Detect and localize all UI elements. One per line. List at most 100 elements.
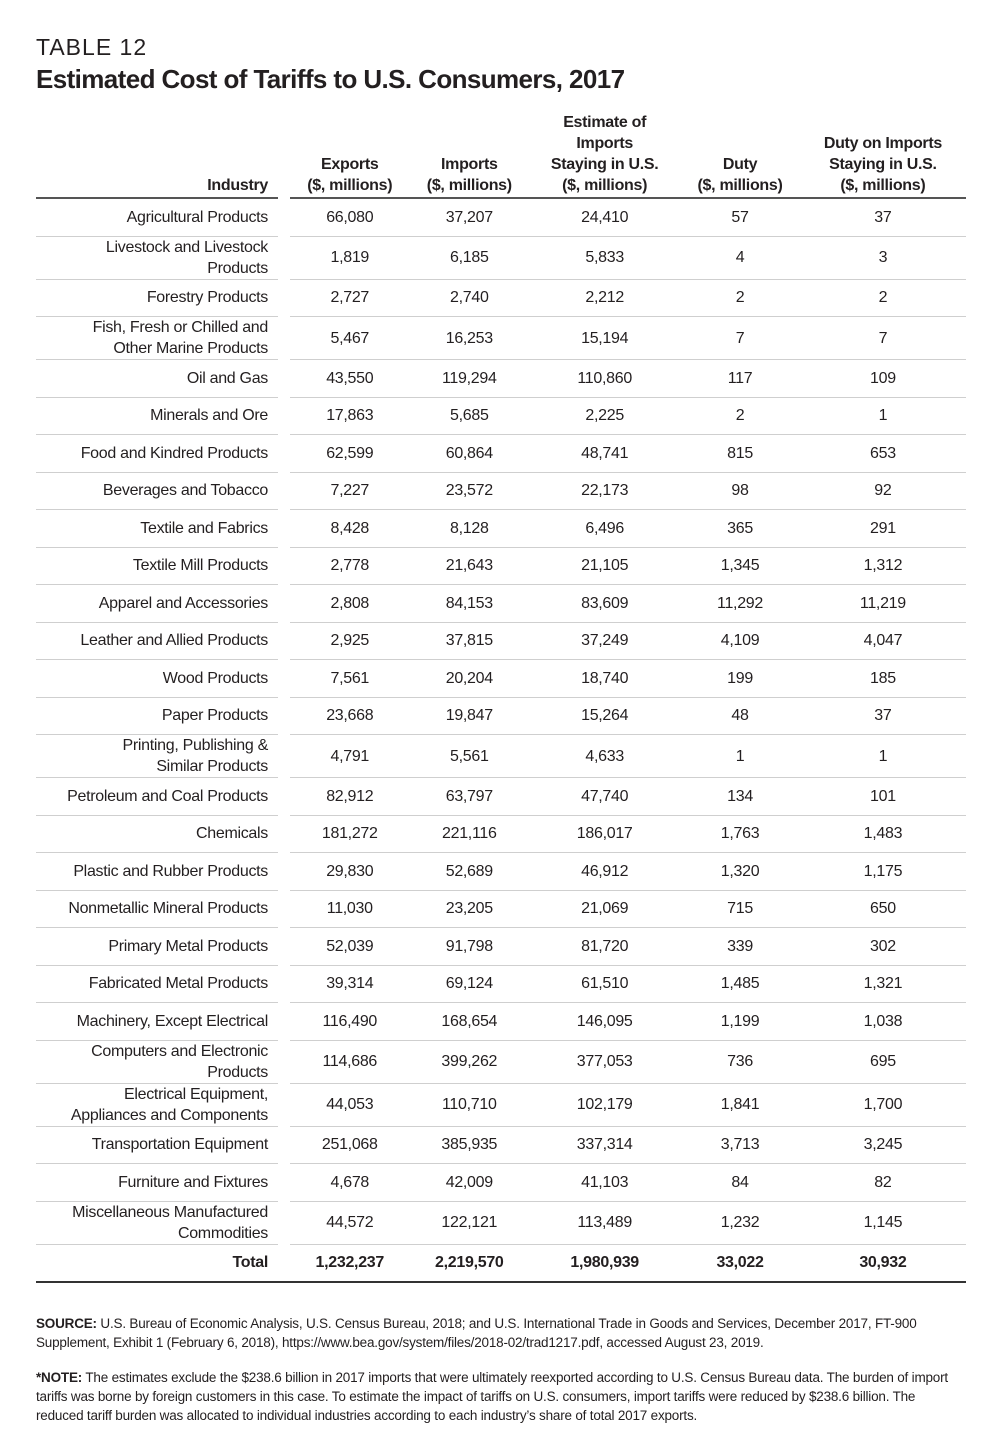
exports-cell: 181,272 bbox=[290, 816, 410, 853]
header-industry: Industry bbox=[36, 112, 278, 199]
table-row: Chemicals 181,272 221,116 186,017 1,763 1,483 bbox=[36, 816, 966, 853]
exports-cell: 43,550 bbox=[290, 360, 410, 398]
industry-cell: Oil and Gas bbox=[36, 360, 278, 398]
industry-cell: Printing, Publishing & Similar Products bbox=[36, 735, 278, 778]
table-row: Fish, Fresh or Chilled and Other Marine P… bbox=[36, 317, 966, 360]
duty-staying-cell: 37 bbox=[799, 199, 966, 237]
duty-staying-cell: 653 bbox=[799, 435, 966, 473]
imports-cell: 119,294 bbox=[409, 360, 530, 398]
table-row: Machinery, Except Electrical 116,490 168,6… bbox=[36, 1003, 966, 1041]
table-number: TABLE 12 bbox=[36, 34, 148, 60]
duty-cell: 2 bbox=[680, 398, 800, 435]
imports-staying-cell: 61,510 bbox=[529, 966, 681, 1003]
exports-cell: 1,819 bbox=[290, 237, 410, 280]
duty-staying-cell: 1,145 bbox=[799, 1202, 966, 1245]
table-row: Agricultural Products 66,080 37,207 24,410 5… bbox=[36, 199, 966, 237]
exports-cell: 2,808 bbox=[290, 585, 410, 623]
imports-cell: 37,815 bbox=[409, 623, 530, 660]
imports-staying-cell: 37,249 bbox=[529, 623, 681, 660]
duty-cell: 339 bbox=[680, 928, 800, 966]
imports-staying-cell: 4,633 bbox=[529, 735, 681, 778]
imports-cell: 5,561 bbox=[409, 735, 530, 778]
exports-cell: 2,925 bbox=[290, 623, 410, 660]
duty-cell: 199 bbox=[680, 660, 800, 698]
imports-cell: 19,847 bbox=[409, 698, 530, 735]
industry-cell: Apparel and Accessories bbox=[36, 585, 278, 623]
exports-cell: 52,039 bbox=[290, 928, 410, 966]
imports-staying-cell: 2,212 bbox=[529, 280, 681, 317]
duty-staying-cell: 1 bbox=[799, 735, 966, 778]
imports-cell: 122,121 bbox=[409, 1202, 530, 1245]
imports-staying-cell: 18,740 bbox=[529, 660, 681, 698]
table-row: Apparel and Accessories 2,808 84,153 83,609… bbox=[36, 585, 966, 623]
imports-staying-cell: 21,105 bbox=[529, 548, 681, 585]
tariff-table: Industry Exports ($, millions) Imports ($,… bbox=[36, 112, 966, 1283]
exports-cell: 8,428 bbox=[290, 510, 410, 548]
exports-cell: 116,490 bbox=[290, 1003, 410, 1041]
duty-staying-cell: 109 bbox=[799, 360, 966, 398]
imports-staying-cell: 15,194 bbox=[529, 317, 681, 360]
table-row: Textile Mill Products 2,778 21,643 21,105 1,… bbox=[36, 548, 966, 585]
industry-cell: Textile and Fabrics bbox=[36, 510, 278, 548]
header-duty: Duty ($, millions) bbox=[680, 112, 800, 199]
table-row: Forestry Products 2,727 2,740 2,212 2 2 bbox=[36, 280, 966, 317]
table-row: Transportation Equipment 251,068 385,935 33… bbox=[36, 1127, 966, 1164]
duty-cell: 2 bbox=[680, 280, 800, 317]
table-row: Oil and Gas 43,550 119,294 110,860 117 109 bbox=[36, 360, 966, 398]
imports-cell: 20,204 bbox=[409, 660, 530, 698]
duty-staying-cell: 1,038 bbox=[799, 1003, 966, 1041]
industry-cell: Wood Products bbox=[36, 660, 278, 698]
duty-staying-cell: 1,312 bbox=[799, 548, 966, 585]
duty-cell: 33,022 bbox=[680, 1245, 800, 1283]
table-row: Wood Products 7,561 20,204 18,740 199 185 bbox=[36, 660, 966, 698]
table-row: Electrical Equipment, Appliances and Comp… bbox=[36, 1084, 966, 1127]
duty-cell: 4 bbox=[680, 237, 800, 280]
imports-staying-cell: 110,860 bbox=[529, 360, 681, 398]
duty-staying-cell: 4,047 bbox=[799, 623, 966, 660]
table-row: Livestock and Livestock Products 1,819 6,18… bbox=[36, 237, 966, 280]
page-title: Estimated Cost of Tariffs to U.S. Consum… bbox=[36, 64, 625, 94]
imports-cell: 52,689 bbox=[409, 853, 530, 891]
imports-staying-cell: 102,179 bbox=[529, 1084, 681, 1127]
imports-staying-cell: 48,741 bbox=[529, 435, 681, 473]
duty-staying-cell: 1,321 bbox=[799, 966, 966, 1003]
imports-staying-cell: 1,980,939 bbox=[529, 1245, 681, 1283]
imports-staying-cell: 22,173 bbox=[529, 473, 681, 510]
industry-cell: Leather and Allied Products bbox=[36, 623, 278, 660]
header-imports-staying: Estimate of Imports Staying in U.S. ($, mil… bbox=[529, 112, 681, 199]
exports-cell: 7,561 bbox=[290, 660, 410, 698]
table-row: Plastic and Rubber Products 29,830 52,689 4… bbox=[36, 853, 966, 891]
imports-cell: 84,153 bbox=[409, 585, 530, 623]
imports-cell: 23,205 bbox=[409, 891, 530, 928]
duty-cell: 1,232 bbox=[680, 1202, 800, 1245]
duty-cell: 84 bbox=[680, 1164, 800, 1202]
table-row: Nonmetallic Mineral Products 11,030 23,205… bbox=[36, 891, 966, 928]
duty-cell: 365 bbox=[680, 510, 800, 548]
duty-staying-cell: 650 bbox=[799, 891, 966, 928]
duty-staying-cell: 82 bbox=[799, 1164, 966, 1202]
industry-cell: Forestry Products bbox=[36, 280, 278, 317]
imports-staying-cell: 6,496 bbox=[529, 510, 681, 548]
exports-cell: 29,830 bbox=[290, 853, 410, 891]
table-row: Minerals and Ore 17,863 5,685 2,225 2 1 bbox=[36, 398, 966, 435]
footnote: *NOTE: The estimates exclude the $238.6 … bbox=[36, 1370, 948, 1423]
imports-cell: 60,864 bbox=[409, 435, 530, 473]
duty-cell: 57 bbox=[680, 199, 800, 237]
duty-staying-cell: 3,245 bbox=[799, 1127, 966, 1164]
duty-staying-cell: 1,700 bbox=[799, 1084, 966, 1127]
imports-staying-cell: 2,225 bbox=[529, 398, 681, 435]
exports-cell: 4,791 bbox=[290, 735, 410, 778]
industry-cell: Petroleum and Coal Products bbox=[36, 778, 278, 816]
imports-cell: 63,797 bbox=[409, 778, 530, 816]
imports-staying-cell: 146,095 bbox=[529, 1003, 681, 1041]
duty-staying-cell: 3 bbox=[799, 237, 966, 280]
industry-cell: Primary Metal Products bbox=[36, 928, 278, 966]
industry-cell: Beverages and Tobacco bbox=[36, 473, 278, 510]
duty-staying-cell: 1,483 bbox=[799, 816, 966, 853]
imports-cell: 16,253 bbox=[409, 317, 530, 360]
exports-cell: 39,314 bbox=[290, 966, 410, 1003]
duty-cell: 1,199 bbox=[680, 1003, 800, 1041]
industry-cell: Paper Products bbox=[36, 698, 278, 735]
duty-cell: 1 bbox=[680, 735, 800, 778]
imports-cell: 37,207 bbox=[409, 199, 530, 237]
